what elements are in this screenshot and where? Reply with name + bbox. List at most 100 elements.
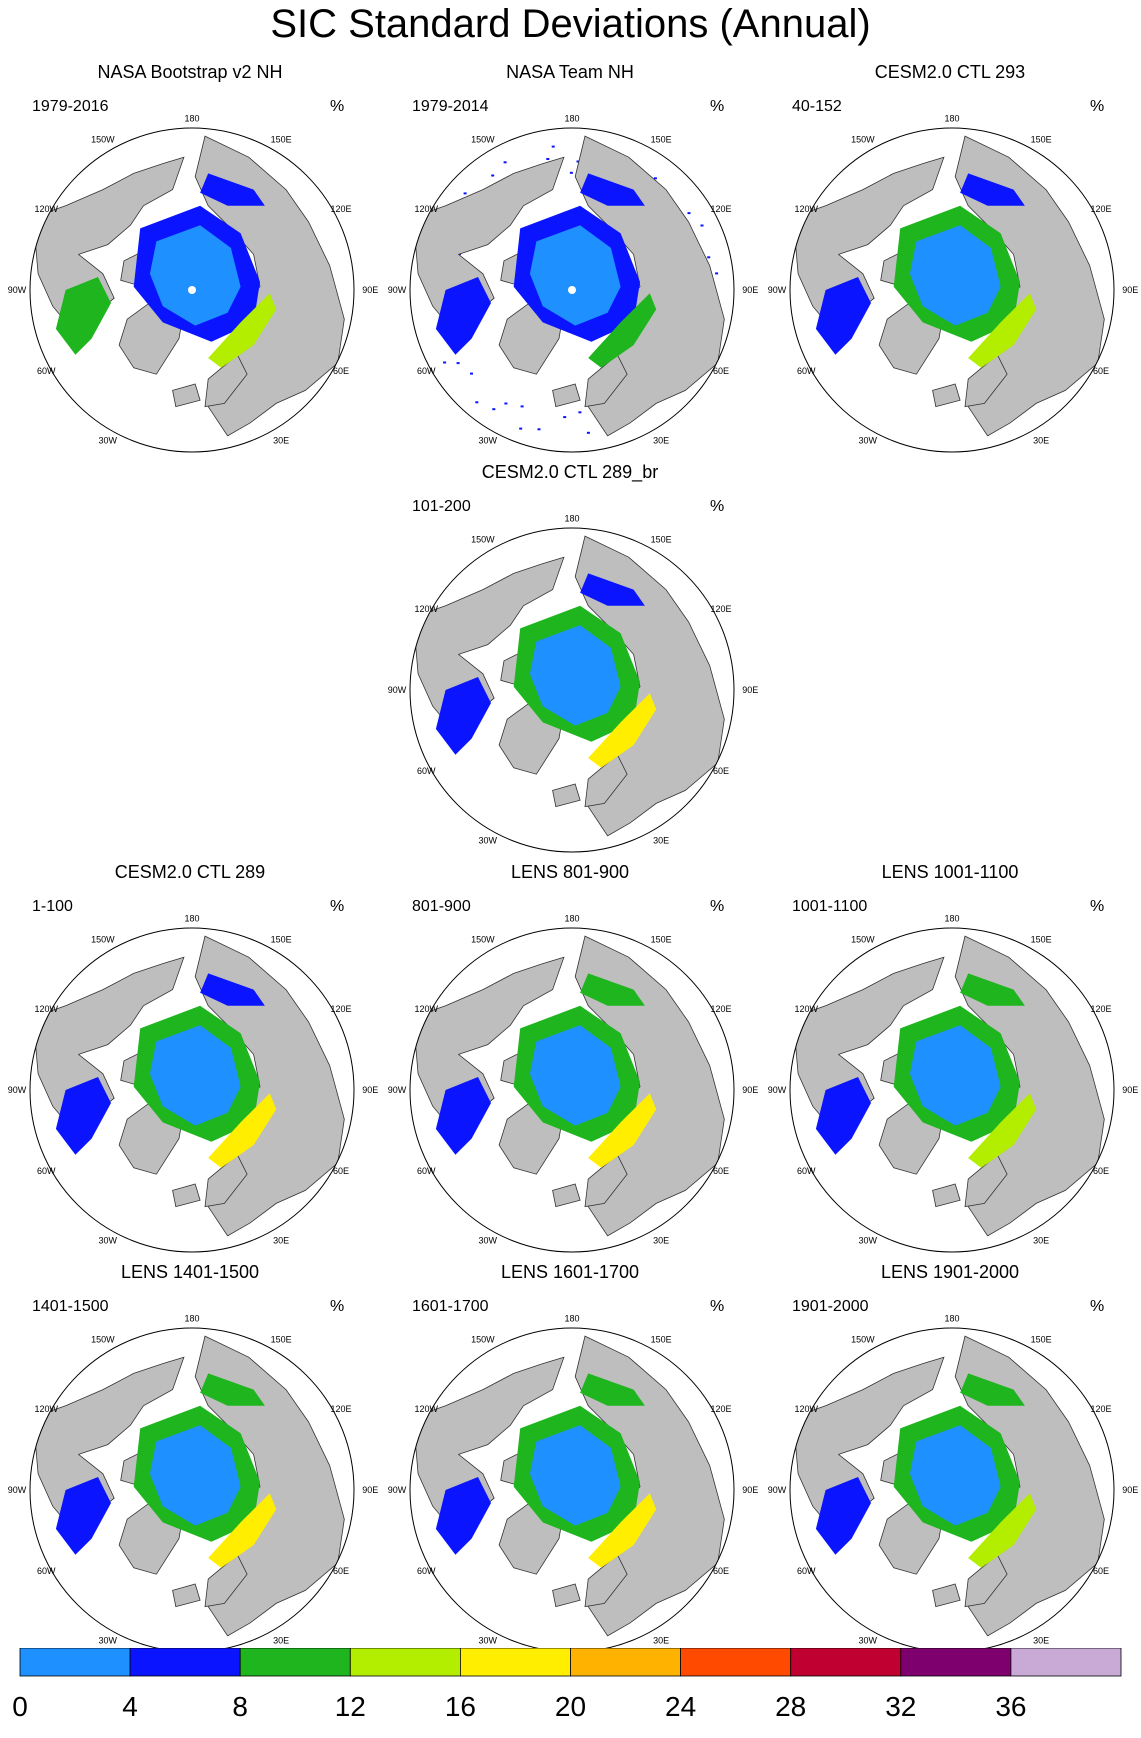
- panel-units: %: [710, 98, 725, 115]
- longitude-label: 90W: [768, 1485, 787, 1495]
- colorbar: 0 4 8 12 16 20 24 28 32 36: [12, 1648, 1122, 1722]
- panel-period: 1001-1100: [792, 898, 868, 915]
- colorbar-tick-label: 4: [122, 1691, 138, 1722]
- sic-atlantic-region: [208, 1493, 277, 1568]
- noise-speck: [456, 362, 460, 365]
- longitude-label: 120W: [414, 1004, 438, 1014]
- sic-pacific-region: [960, 973, 1025, 1006]
- longitude-label: 30E: [273, 1236, 289, 1246]
- longitude-label: 30E: [653, 436, 669, 446]
- noise-speck: [569, 171, 573, 174]
- longitude-label: 90E: [742, 285, 758, 295]
- sic-central-region: [529, 625, 621, 726]
- sic-central-region: [149, 1425, 241, 1526]
- colorbar-tick-label: 36: [995, 1691, 1026, 1722]
- panel-title: CESM2.0 CTL 289_br: [481, 462, 659, 482]
- longitude-label: 120E: [710, 1404, 731, 1414]
- sic-central-region: [529, 225, 621, 326]
- noise-speck: [687, 212, 691, 215]
- longitude-label: 120W: [414, 604, 438, 614]
- longitude-label: 90W: [8, 285, 27, 295]
- panel-title: CESM2.0 CTL 289: [114, 862, 266, 882]
- longitude-label: 60W: [797, 1566, 816, 1576]
- land-shape: [552, 783, 581, 808]
- sic-labrador-region: [435, 1477, 491, 1555]
- panel-title: NASA Bootstrap v2 NH: [97, 62, 283, 82]
- longitude-label: 90E: [742, 1085, 758, 1095]
- longitude-label: 120W: [794, 1404, 818, 1414]
- sic-atlantic-region: [588, 1093, 657, 1168]
- longitude-label: 150W: [471, 934, 495, 944]
- longitude-label: 60E: [1093, 1566, 1109, 1576]
- longitude-label: 150W: [471, 534, 495, 544]
- polar-map: 1800150W120W90W60W30W150E120E90E60E30E: [8, 113, 378, 462]
- longitude-label: 60E: [713, 366, 729, 376]
- polar-map: 1800150W120W90W60W30W150E120E90E60E30E: [388, 913, 758, 1262]
- noise-speck: [551, 145, 555, 148]
- longitude-label: 150W: [91, 1334, 115, 1344]
- noise-speck: [715, 272, 719, 275]
- longitude-label: 60E: [333, 1166, 349, 1176]
- panel-units: %: [710, 498, 725, 515]
- longitude-label: 90E: [362, 285, 378, 295]
- longitude-label: 120W: [34, 1404, 58, 1414]
- sic-labrador-region: [55, 1477, 111, 1555]
- longitude-label: 30W: [859, 1636, 878, 1646]
- map-border: [409, 527, 735, 853]
- longitude-label: 180: [564, 513, 579, 523]
- longitude-label: 180: [564, 1313, 579, 1323]
- map-panel: LENS 801-900801-900%1800150W120W90W60W30…: [380, 862, 760, 1262]
- longitude-label: 60W: [797, 366, 816, 376]
- land-shape: [552, 1183, 581, 1208]
- longitude-label: 30E: [653, 1236, 669, 1246]
- longitude-label: 90E: [1122, 285, 1138, 295]
- colorbar-tick-label: 16: [445, 1691, 476, 1722]
- longitude-label: 30W: [479, 1236, 498, 1246]
- longitude-label: 30E: [273, 1636, 289, 1646]
- sic-atlantic-region: [968, 1493, 1037, 1568]
- colorbar-tick-label: 20: [555, 1691, 586, 1722]
- panel-period: 1401-1500: [32, 1298, 109, 1315]
- sic-central-region: [149, 1025, 241, 1126]
- noise-speck: [504, 402, 508, 405]
- longitude-label: 150E: [1031, 934, 1052, 944]
- noise-speck: [586, 431, 590, 434]
- colorbar-swatch: [129, 1648, 241, 1677]
- longitude-label: 150E: [1031, 1334, 1052, 1344]
- sic-central-region: [149, 225, 241, 326]
- longitude-label: 30W: [479, 436, 498, 446]
- sic-pacific-region: [960, 173, 1025, 206]
- panel-units: %: [1090, 898, 1105, 915]
- map-border: [789, 127, 1115, 453]
- colorbar-swatch: [19, 1648, 131, 1677]
- colorbar-swatch: [790, 1648, 902, 1677]
- pole-hole: [568, 286, 576, 294]
- longitude-label: 60E: [713, 1166, 729, 1176]
- land-shape: [932, 1183, 961, 1208]
- sic-labrador-region: [815, 1077, 871, 1155]
- sic-atlantic-region: [588, 1493, 657, 1568]
- sic-pacific-region: [960, 1373, 1025, 1406]
- map-border: [789, 927, 1115, 1253]
- noise-speck: [520, 405, 524, 408]
- longitude-label: 120E: [1090, 1404, 1111, 1414]
- colorbar-tick-label: 28: [775, 1691, 806, 1722]
- noise-speck: [576, 160, 580, 163]
- noise-speck: [563, 416, 567, 419]
- longitude-label: 30W: [479, 1636, 498, 1646]
- noise-speck: [707, 256, 711, 259]
- panel-units: %: [710, 898, 725, 915]
- longitude-label: 120E: [710, 1004, 731, 1014]
- sic-pacific-region: [200, 973, 265, 1006]
- land-shape: [172, 383, 201, 408]
- longitude-label: 150E: [271, 134, 292, 144]
- sic-atlantic-region: [588, 293, 657, 368]
- map-panel: NASA Bootstrap v2 NH1979-2016%1800150W12…: [0, 62, 380, 462]
- longitude-label: 90W: [768, 285, 787, 295]
- longitude-label: 150E: [651, 1334, 672, 1344]
- map-border: [409, 927, 735, 1253]
- longitude-label: 150W: [91, 134, 115, 144]
- longitude-label: 150E: [651, 934, 672, 944]
- longitude-label: 150W: [91, 934, 115, 944]
- longitude-label: 90W: [388, 1485, 407, 1495]
